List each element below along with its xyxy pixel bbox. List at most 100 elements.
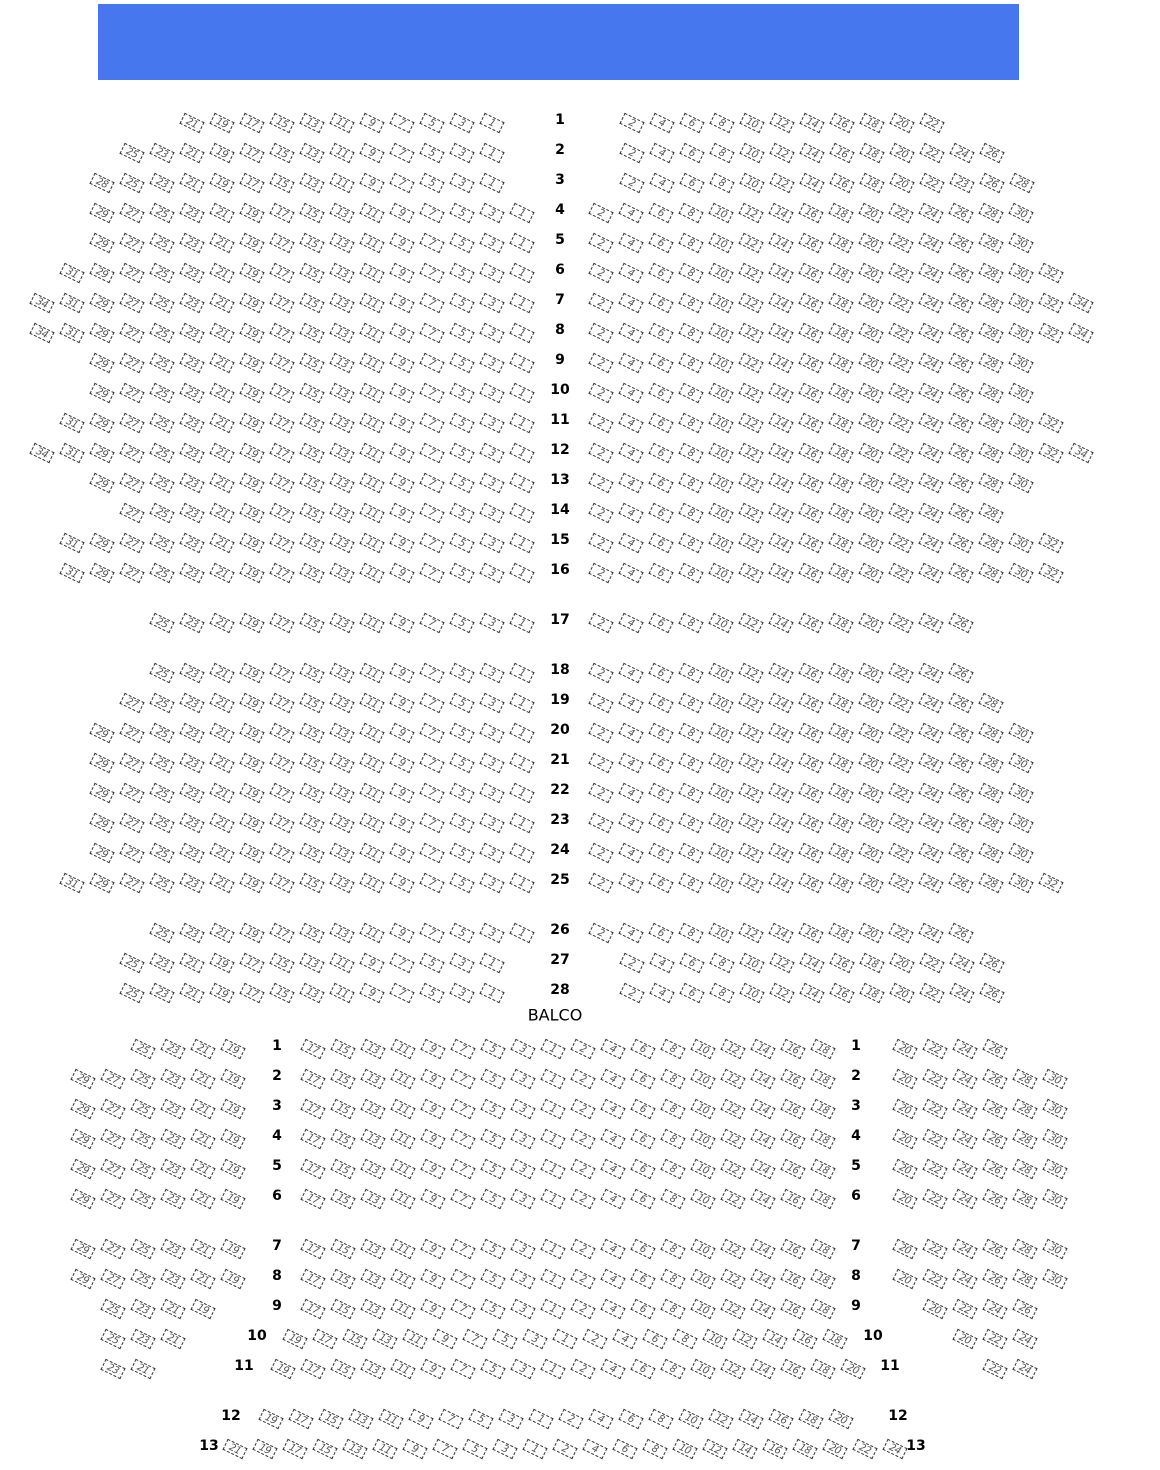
seat-balcony-row-1-5[interactable]: 5 [480, 1038, 506, 1060]
seat-stalls-row-10-7[interactable]: 7 [419, 382, 445, 404]
seat-stalls-row-5-28[interactable]: 28 [978, 232, 1004, 254]
seat-stalls-row-21-2[interactable]: 2 [588, 752, 614, 774]
seat-stalls-row-20-22[interactable]: 22 [888, 722, 914, 744]
seat-balcony-row-12-12[interactable]: 12 [708, 1408, 734, 1430]
seat-stalls-row-2-2[interactable]: 2 [619, 142, 645, 164]
seat-balcony-row-6-18[interactable]: 18 [810, 1188, 836, 1210]
seat-stalls-row-12-13[interactable]: 13 [329, 442, 355, 464]
seat-balcony-row-4-12[interactable]: 12 [720, 1128, 746, 1150]
seat-stalls-row-15-18[interactable]: 18 [828, 532, 854, 554]
seat-balcony-row-3-26[interactable]: 26 [982, 1098, 1008, 1120]
seat-balcony-row-1-23[interactable]: 23 [160, 1038, 186, 1060]
seat-stalls-row-15-14[interactable]: 14 [768, 532, 794, 554]
seat-balcony-row-3-18[interactable]: 18 [810, 1098, 836, 1120]
seat-stalls-row-5-19[interactable]: 19 [239, 232, 265, 254]
seat-stalls-row-23-17[interactable]: 17 [269, 812, 295, 834]
seat-balcony-row-13-21[interactable]: 21 [222, 1438, 248, 1460]
seat-stalls-row-6-21[interactable]: 21 [209, 262, 235, 284]
seat-stalls-row-25-7[interactable]: 7 [419, 872, 445, 894]
seat-balcony-row-2-23[interactable]: 23 [160, 1068, 186, 1090]
seat-stalls-row-27-26[interactable]: 26 [979, 952, 1005, 974]
seat-stalls-row-15-8[interactable]: 8 [678, 532, 704, 554]
seat-stalls-row-9-22[interactable]: 22 [888, 352, 914, 374]
seat-balcony-row-1-2[interactable]: 2 [570, 1038, 596, 1060]
seat-stalls-row-2-8[interactable]: 8 [709, 142, 735, 164]
seat-balcony-row-4-21[interactable]: 21 [190, 1128, 216, 1150]
seat-stalls-row-23-22[interactable]: 22 [888, 812, 914, 834]
seat-stalls-row-3-3[interactable]: 3 [449, 172, 475, 194]
seat-stalls-row-17-21[interactable]: 21 [209, 612, 235, 634]
seat-stalls-row-26-12[interactable]: 12 [738, 922, 764, 944]
seat-balcony-row-7-24[interactable]: 24 [952, 1238, 978, 1260]
seat-stalls-row-1-11[interactable]: 11 [329, 112, 355, 134]
seat-stalls-row-19-23[interactable]: 23 [179, 692, 205, 714]
seat-stalls-row-22-27[interactable]: 27 [119, 782, 145, 804]
seat-stalls-row-5-27[interactable]: 27 [119, 232, 145, 254]
seat-balcony-row-6-26[interactable]: 26 [982, 1188, 1008, 1210]
seat-balcony-row-3-11[interactable]: 11 [390, 1098, 416, 1120]
seat-stalls-row-5-5[interactable]: 5 [449, 232, 475, 254]
seat-stalls-row-15-9[interactable]: 9 [389, 532, 415, 554]
seat-balcony-row-3-24[interactable]: 24 [952, 1098, 978, 1120]
seat-stalls-row-7-23[interactable]: 23 [179, 292, 205, 314]
seat-stalls-row-6-4[interactable]: 4 [618, 262, 644, 284]
seat-stalls-row-23-12[interactable]: 12 [738, 812, 764, 834]
seat-stalls-row-9-9[interactable]: 9 [389, 352, 415, 374]
seat-stalls-row-22-1[interactable]: 1 [509, 782, 535, 804]
seat-stalls-row-20-16[interactable]: 16 [798, 722, 824, 744]
seat-balcony-row-9-2[interactable]: 2 [570, 1298, 596, 1320]
seat-stalls-row-21-23[interactable]: 23 [179, 752, 205, 774]
seat-stalls-row-28-5[interactable]: 5 [419, 982, 445, 1004]
seat-stalls-row-25-16[interactable]: 16 [798, 872, 824, 894]
seat-stalls-row-7-9[interactable]: 9 [389, 292, 415, 314]
seat-stalls-row-23-24[interactable]: 24 [918, 812, 944, 834]
seat-stalls-row-16-1[interactable]: 1 [509, 562, 535, 584]
seat-balcony-row-4-29[interactable]: 29 [70, 1128, 96, 1150]
seat-stalls-row-16-25[interactable]: 25 [149, 562, 175, 584]
seat-stalls-row-21-28[interactable]: 28 [978, 752, 1004, 774]
seat-stalls-row-1-17[interactable]: 17 [239, 112, 265, 134]
seat-stalls-row-4-6[interactable]: 6 [648, 202, 674, 224]
seat-stalls-row-26-7[interactable]: 7 [419, 922, 445, 944]
seat-stalls-row-6-5[interactable]: 5 [449, 262, 475, 284]
seat-stalls-row-8-23[interactable]: 23 [179, 322, 205, 344]
seat-stalls-row-27-25[interactable]: 25 [119, 952, 145, 974]
seat-stalls-row-25-9[interactable]: 9 [389, 872, 415, 894]
seat-stalls-row-28-17[interactable]: 17 [239, 982, 265, 1004]
seat-stalls-row-14-19[interactable]: 19 [239, 502, 265, 524]
seat-balcony-row-1-22[interactable]: 22 [922, 1038, 948, 1060]
seat-balcony-row-4-25[interactable]: 25 [130, 1128, 156, 1150]
seat-stalls-row-10-26[interactable]: 26 [948, 382, 974, 404]
seat-stalls-row-28-16[interactable]: 16 [829, 982, 855, 1004]
seat-stalls-row-12-4[interactable]: 4 [618, 442, 644, 464]
seat-balcony-row-9-16[interactable]: 16 [780, 1298, 806, 1320]
seat-balcony-row-5-29[interactable]: 29 [70, 1158, 96, 1180]
seat-stalls-row-7-30[interactable]: 30 [1008, 292, 1034, 314]
seat-stalls-row-12-25[interactable]: 25 [149, 442, 175, 464]
seat-stalls-row-20-4[interactable]: 4 [618, 722, 644, 744]
seat-balcony-row-6-14[interactable]: 14 [750, 1188, 776, 1210]
seat-stalls-row-22-16[interactable]: 16 [798, 782, 824, 804]
seat-stalls-row-23-13[interactable]: 13 [329, 812, 355, 834]
seat-stalls-row-19-19[interactable]: 19 [239, 692, 265, 714]
seat-stalls-row-26-14[interactable]: 14 [768, 922, 794, 944]
seat-stalls-row-19-15[interactable]: 15 [299, 692, 325, 714]
seat-stalls-row-7-31[interactable]: 31 [59, 292, 85, 314]
seat-stalls-row-28-22[interactable]: 22 [919, 982, 945, 1004]
seat-balcony-row-13-5[interactable]: 5 [462, 1438, 488, 1460]
seat-stalls-row-11-17[interactable]: 17 [269, 412, 295, 434]
seat-balcony-row-12-6[interactable]: 6 [618, 1408, 644, 1430]
seat-stalls-row-2-3[interactable]: 3 [449, 142, 475, 164]
seat-balcony-row-1-16[interactable]: 16 [780, 1038, 806, 1060]
seat-stalls-row-14-26[interactable]: 26 [948, 502, 974, 524]
seat-stalls-row-28-10[interactable]: 10 [739, 982, 765, 1004]
seat-stalls-row-14-4[interactable]: 4 [618, 502, 644, 524]
seat-stalls-row-4-14[interactable]: 14 [768, 202, 794, 224]
seat-stalls-row-13-2[interactable]: 2 [588, 472, 614, 494]
seat-stalls-row-21-1[interactable]: 1 [509, 752, 535, 774]
seat-stalls-row-15-20[interactable]: 20 [858, 532, 884, 554]
seat-stalls-row-6-1[interactable]: 1 [509, 262, 535, 284]
seat-balcony-row-10-13[interactable]: 13 [372, 1328, 398, 1350]
seat-stalls-row-23-21[interactable]: 21 [209, 812, 235, 834]
seat-balcony-row-11-4[interactable]: 4 [600, 1358, 626, 1380]
